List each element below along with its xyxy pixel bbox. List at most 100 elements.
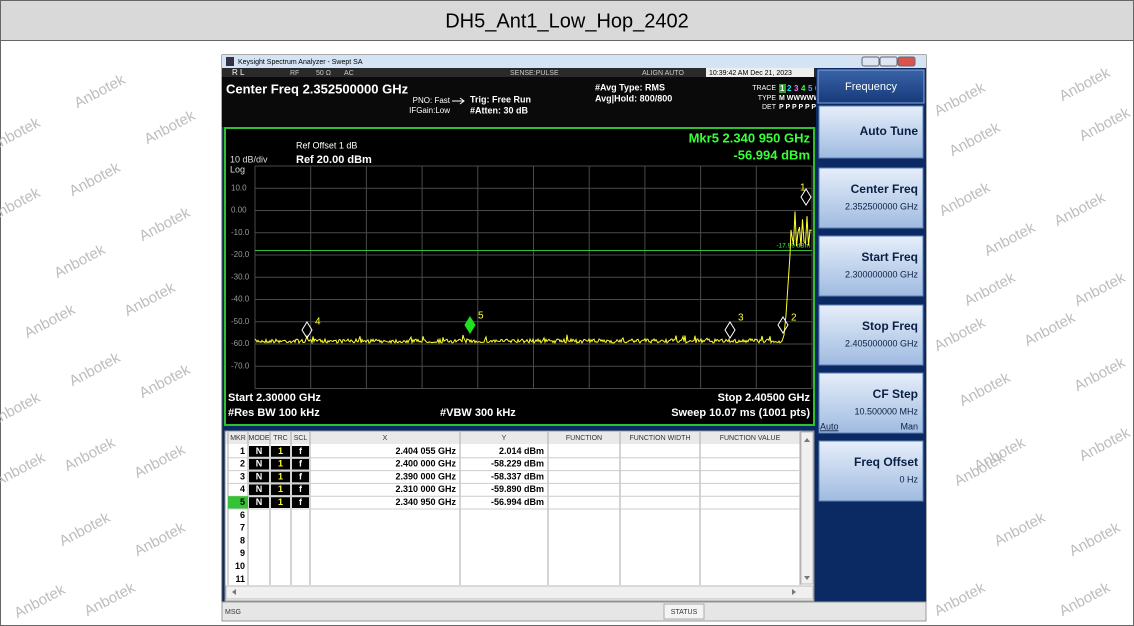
- window-control: [897, 56, 916, 67]
- plot-frame: [224, 127, 815, 426]
- trace-num: 2: [787, 84, 792, 93]
- status-rl: R L: [232, 68, 245, 77]
- window-title-bar: [222, 55, 926, 68]
- y-label: -70.0: [231, 361, 250, 370]
- marker-freq: Mkr5 2.340 950 GHz: [689, 130, 811, 145]
- status-impedance: 50 Ω: [316, 70, 331, 77]
- row-cell: 1: [278, 497, 283, 507]
- cell-bg: [292, 484, 309, 496]
- softkey-label: Freq Offset: [854, 455, 918, 469]
- rbw: #Res BW 100 kHz: [228, 407, 320, 419]
- cell-bg: [249, 446, 269, 457]
- row-cell: N: [256, 471, 263, 481]
- datetime-box: [706, 68, 814, 77]
- trace-num: 3: [794, 84, 799, 93]
- row-cell: f: [299, 484, 303, 494]
- y-label: -40.0: [231, 295, 250, 304]
- table-header: FUNCTION: [566, 435, 602, 442]
- trace-num: 5: [808, 84, 813, 93]
- marker-diamond: [724, 321, 736, 339]
- y-label: 10.0: [231, 183, 247, 192]
- window-control: [879, 56, 898, 67]
- marker-label: 1: [800, 183, 806, 194]
- table-header: Y: [502, 435, 507, 442]
- det-value: P P P P P P: [779, 104, 816, 111]
- row-number: 8: [240, 535, 245, 545]
- row-number: 9: [240, 548, 245, 558]
- row-cell: f: [299, 446, 303, 456]
- softkey-value: 2.352500000 GHz: [845, 201, 919, 211]
- avg-type: #Avg Type: RMS: [595, 82, 665, 92]
- table-header: FUNCTION WIDTH: [629, 435, 690, 442]
- row-cell: 1: [278, 484, 283, 494]
- row-value: 2.400 000 GHz: [395, 459, 456, 469]
- softkey[interactable]: [818, 167, 924, 229]
- window-title: Keysight Spectrum Analyzer - Swept SA: [238, 59, 363, 66]
- y-label: -30.0: [231, 272, 250, 281]
- row-value: 2.404 055 GHz: [395, 446, 456, 456]
- cell-bg: [271, 484, 290, 496]
- row-cell: N: [256, 484, 263, 494]
- trig-arrow: [452, 97, 465, 105]
- marker-diamond: [464, 316, 476, 334]
- row-cell: f: [299, 471, 303, 481]
- softkey[interactable]: [818, 440, 924, 502]
- table-header: FUNCTION VALUE: [720, 435, 781, 442]
- sweep: Sweep 10.07 ms (1001 pts): [671, 407, 810, 419]
- trig: Trig: Free Run: [470, 94, 531, 104]
- center-freq-readout: Center Freq 2.352500000 GHz: [226, 81, 409, 96]
- softkey[interactable]: [818, 304, 924, 366]
- y-label: 0.00: [231, 206, 247, 215]
- y-label: -20.0: [231, 250, 250, 259]
- cell-bg: [249, 458, 269, 470]
- table-header: X: [383, 435, 388, 442]
- trace-num-bg: [779, 84, 786, 93]
- table-bg: [224, 430, 815, 602]
- det-label: DET: [762, 104, 777, 111]
- marker-label: 2: [791, 313, 797, 324]
- vbw: #VBW 300 kHz: [440, 407, 516, 419]
- type-value: M WWWWW: [779, 95, 820, 102]
- status-area: [222, 68, 816, 127]
- row-number: 1: [240, 446, 245, 456]
- cell-bg: [292, 497, 309, 508]
- marker-label: 5: [478, 311, 484, 322]
- status-datetime: 10:39:42 AM Dec 21, 2023: [709, 70, 792, 77]
- screenshot: Keysight Spectrum Analyzer - Swept SA R L…: [221, 54, 927, 622]
- softkey-value: 2.405000000 GHz: [845, 338, 919, 348]
- v-scrollbar: [800, 431, 814, 585]
- ref-level: Ref 20.00 dBm: [296, 154, 372, 166]
- cell-bg: [292, 471, 309, 483]
- msg-label: MSG: [225, 609, 241, 616]
- row-cell: f: [299, 459, 303, 469]
- softkey[interactable]: [818, 372, 924, 434]
- y-label: -10.0: [231, 228, 250, 237]
- status-label: STATUS: [671, 609, 698, 616]
- row-number: 2: [240, 459, 245, 469]
- softkey-label: Start Freq: [861, 250, 918, 264]
- status-sense: SENSE:PULSE: [510, 70, 559, 77]
- row-number: 4: [240, 484, 245, 494]
- status-coupling: AC: [344, 70, 354, 77]
- log-label: Log: [230, 164, 245, 174]
- cell-bg: [292, 446, 309, 457]
- marker-diamond: [301, 321, 313, 339]
- row-number: 11: [235, 574, 245, 584]
- table-header: TRC: [273, 435, 287, 442]
- cell-bg: [271, 471, 290, 483]
- softkey[interactable]: [818, 235, 924, 297]
- trace: [254, 211, 812, 345]
- softkey[interactable]: [818, 105, 924, 159]
- marker-diamond: [800, 188, 812, 206]
- softkey-value: 10.500000 MHz: [854, 406, 918, 416]
- row-value: 2.310 000 GHz: [395, 484, 456, 494]
- row-value: 2.340 950 GHz: [395, 497, 456, 507]
- softkey-option: Man: [900, 421, 918, 431]
- softkey-label: Center Freq: [851, 182, 918, 196]
- title-band: [0, 0, 1134, 41]
- scale: 10 dB/div: [230, 154, 268, 164]
- row-value: -56.994 dBm: [491, 497, 544, 507]
- ifgain: IFGain:Low: [409, 106, 450, 115]
- window-control: [861, 56, 880, 67]
- row-cell: N: [256, 446, 263, 456]
